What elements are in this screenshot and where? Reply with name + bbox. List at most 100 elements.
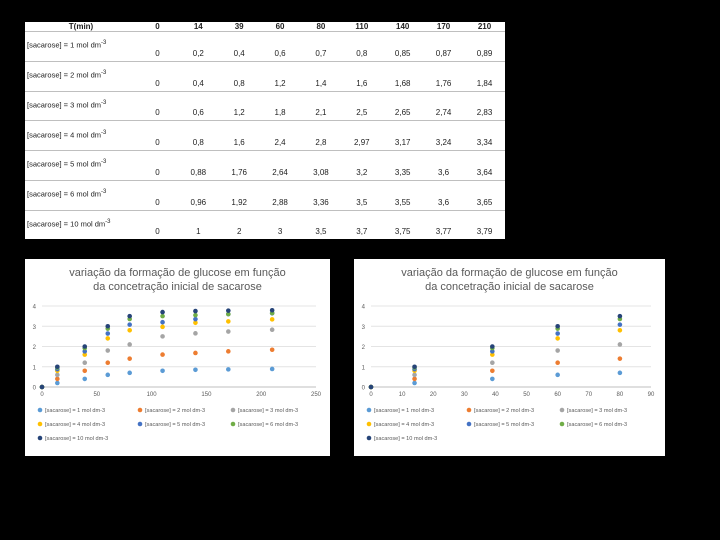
table-row: [sacarose] = 3 mol dm-3 0 0,6 1,2 1,8 2,1 2,5 2…: [25, 90, 505, 121]
table-cell: 2,4: [259, 120, 301, 151]
data-point: [412, 380, 417, 386]
table-cell: 0: [137, 120, 178, 151]
data-point: [226, 349, 231, 354]
legend-label: [sacarose] = 5 mol dm-3: [474, 422, 534, 428]
table-cell: 0: [137, 209, 178, 239]
data-point: [368, 384, 374, 390]
data-point: [105, 331, 111, 336]
legend-label: [sacarose] = 6 mol dm-3: [567, 422, 627, 428]
data-point: [226, 308, 231, 313]
legend-marker: [366, 407, 372, 413]
table-cell: 1,4: [300, 60, 342, 92]
table-body: [sacarose] = 1 mol dm-3 0 0,2 0,4 0,6 0,7 0,8 0…: [25, 31, 505, 239]
data-point: [105, 336, 111, 341]
data-point: [193, 350, 198, 356]
data-point: [105, 372, 111, 378]
table-cell: 3,7: [341, 209, 383, 239]
y-tick-label: 3: [33, 325, 37, 331]
x-tick-label: 40: [492, 392, 499, 398]
y-tick-label: 0: [33, 386, 37, 392]
table-row: [sacarose] = 10 mol dm-3 0 1 2 3 3,5 3,7 3,75 3,…: [25, 209, 505, 239]
data-point: [269, 347, 275, 353]
x-tick-label: 50: [93, 392, 100, 398]
y-tick-label: 2: [362, 345, 366, 351]
legend-marker: [366, 435, 372, 441]
table-cell: 3,5: [300, 209, 342, 239]
data-point: [490, 349, 495, 354]
table-cell: 0,8: [177, 120, 219, 151]
table-row: [sacarose] = 4 mol dm-3 0 0,8 1,6 2,4 2,8 2,97…: [25, 120, 505, 151]
data-point: [82, 376, 88, 382]
table-cell: 1: [177, 209, 219, 239]
data-point: [490, 352, 495, 357]
row-label-exponent: -3: [105, 218, 111, 225]
table-cell: 3: [259, 209, 301, 239]
x-tick-label: 0: [40, 392, 44, 398]
legend-marker: [37, 407, 43, 413]
data-point: [617, 313, 623, 319]
table-cell: 0,6: [259, 31, 301, 62]
data-point: [226, 311, 231, 317]
y-tick-label: 3: [362, 325, 366, 331]
table-cell: 0: [137, 31, 178, 62]
y-tick-label: 1: [362, 365, 366, 371]
data-point: [555, 348, 560, 353]
table-cell: 1,6: [341, 60, 383, 92]
row-label-exponent: -3: [101, 189, 107, 196]
table-cell: 1,68: [382, 60, 424, 92]
data-point: [555, 331, 560, 336]
chart-title-line: da concetração inicial de sacarose: [93, 281, 262, 293]
data-point: [490, 376, 495, 382]
legend-marker: [230, 407, 236, 413]
legend-label: [sacarose] = 3 mol dm-3: [238, 408, 298, 414]
data-point: [127, 342, 132, 347]
data-point: [193, 308, 198, 314]
table-header-time: 110: [355, 22, 369, 31]
data-point: [160, 309, 165, 315]
data-point: [39, 384, 45, 390]
table-cell: 2,74: [423, 90, 464, 121]
data-point: [160, 368, 165, 374]
table-cell: 0,87: [423, 31, 464, 62]
legend-label: [sacarose] = 4 mol dm-3: [45, 422, 105, 428]
legend-marker: [37, 421, 43, 427]
table-cell: 3,5: [341, 179, 383, 211]
table-cell: 3,79: [464, 209, 505, 239]
data-point: [412, 376, 417, 382]
table-cell: 0: [137, 60, 178, 92]
chart-title-line: variação da formação de glucose em funçã…: [401, 267, 617, 279]
row-label-exponent: -3: [101, 99, 107, 106]
row-label-text: [sacarose] = 3 mol dm: [27, 100, 101, 110]
row-label-text: [sacarose] = 2 mol dm: [27, 70, 101, 80]
x-tick-label: 10: [399, 392, 406, 398]
data-point: [82, 344, 88, 349]
x-tick-label: 0: [369, 392, 373, 398]
table-cell: 0,96: [177, 179, 219, 211]
data-point: [193, 316, 198, 322]
legend-marker: [466, 421, 472, 427]
table-row: [sacarose] = 6 mol dm-3 0 0,96 1,92 2,88 3,36…: [25, 179, 505, 211]
table-cell: 0,89: [464, 31, 505, 62]
y-tick-label: 4: [362, 305, 366, 311]
data-point: [105, 348, 111, 353]
table-cell: 0,85: [382, 31, 424, 62]
chart-panel-right: variação da formação de glucose em funçã…: [354, 259, 665, 456]
table-header-time: 80: [316, 22, 326, 31]
row-label-text: [sacarose] = 4 mol dm: [27, 130, 101, 140]
legend-marker: [37, 435, 43, 441]
table-cell: 3,75: [382, 209, 424, 239]
row-label-exponent: -3: [101, 129, 107, 136]
data-point: [160, 319, 165, 325]
data-point: [55, 364, 60, 370]
x-tick-label: 90: [648, 392, 655, 398]
table-cell: 3,65: [464, 179, 505, 211]
table-header-time: 0: [155, 22, 160, 31]
table-cell: 1,8: [259, 90, 301, 121]
data-point: [127, 313, 132, 319]
data-point: [269, 327, 275, 332]
row-label-text: [sacarose] = 6 mol dm: [27, 189, 101, 199]
data-point: [617, 328, 623, 333]
table-cell: 1,2: [218, 90, 260, 121]
legend-label: [sacarose] = 2 mol dm-3: [474, 408, 534, 414]
data-point: [127, 356, 132, 361]
